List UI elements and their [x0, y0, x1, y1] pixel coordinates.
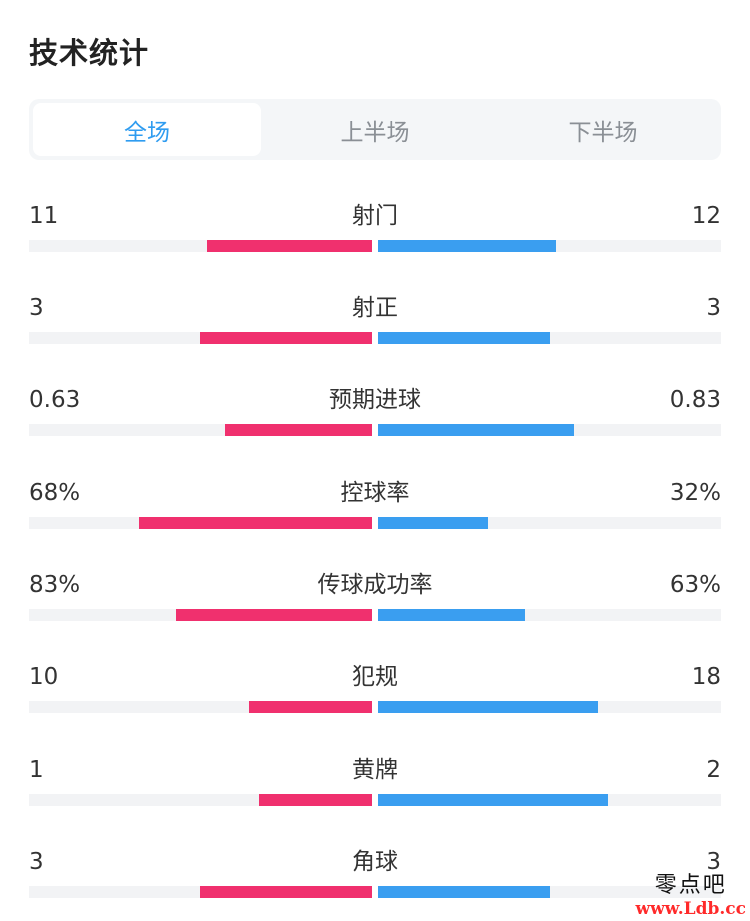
tab-full-match[interactable]: 全场 — [33, 103, 261, 156]
stat-label: 预期进球 — [329, 387, 421, 413]
stat-row: 3 射正 3 — [29, 292, 721, 352]
stat-row: 0.63 预期进球 0.83 — [29, 384, 721, 444]
home-bar — [249, 701, 372, 713]
away-bar-track — [378, 609, 721, 621]
stat-row: 1 黄牌 2 — [29, 754, 721, 814]
home-bar — [200, 886, 372, 898]
home-value: 3 — [29, 849, 44, 875]
home-bar — [200, 332, 372, 344]
stat-row: 83% 传球成功率 63% — [29, 569, 721, 629]
away-value: 3 — [706, 295, 721, 321]
page-title: 技术统计 — [29, 36, 150, 70]
stat-label: 角球 — [352, 849, 398, 875]
away-bar — [378, 701, 598, 713]
home-value: 10 — [29, 664, 59, 690]
watermark-name: 零点吧 — [654, 873, 727, 898]
stat-label: 控球率 — [340, 480, 410, 506]
home-value: 11 — [29, 203, 59, 229]
home-bar — [259, 794, 372, 806]
away-bar — [378, 886, 550, 898]
home-bar-track — [29, 886, 372, 898]
away-value: 32% — [669, 480, 721, 506]
away-bar-track — [378, 886, 721, 898]
away-bar-track — [378, 794, 721, 806]
stat-label: 射门 — [352, 203, 398, 229]
stat-row: 11 射门 12 — [29, 200, 721, 260]
away-bar — [378, 332, 550, 344]
away-value: 0.83 — [669, 387, 721, 413]
home-bar — [225, 424, 372, 436]
away-bar — [378, 240, 556, 252]
stat-row: 10 犯规 18 — [29, 661, 721, 721]
away-value: 2 — [706, 757, 721, 783]
away-bar-track — [378, 701, 721, 713]
stat-label: 射正 — [352, 295, 398, 321]
watermark-url: www.Ldb.cc — [635, 899, 746, 919]
home-bar-track — [29, 701, 372, 713]
home-bar — [207, 240, 372, 252]
away-bar-track — [378, 424, 721, 436]
stat-label: 传球成功率 — [317, 572, 433, 598]
tab-first-half[interactable]: 上半场 — [340, 119, 410, 146]
away-bar — [378, 424, 574, 436]
watermark: 零点吧 www.Ldb.cc — [636, 867, 746, 919]
tab-second-half[interactable]: 下半场 — [568, 119, 638, 146]
home-bar — [139, 517, 372, 529]
away-value: 12 — [691, 203, 721, 229]
away-value: 63% — [669, 572, 721, 598]
away-value: 18 — [691, 664, 721, 690]
away-bar — [378, 517, 488, 529]
home-bar-track — [29, 794, 372, 806]
home-bar — [176, 609, 372, 621]
stat-label: 黄牌 — [352, 757, 398, 783]
home-value: 68% — [29, 480, 81, 506]
home-bar-track — [29, 609, 372, 621]
home-bar-track — [29, 517, 372, 529]
home-value: 0.63 — [29, 387, 81, 413]
away-bar-track — [378, 332, 721, 344]
home-bar-track — [29, 332, 372, 344]
away-bar — [378, 794, 608, 806]
away-bar — [378, 609, 525, 621]
home-bar-track — [29, 240, 372, 252]
home-bar-track — [29, 424, 372, 436]
home-value: 1 — [29, 757, 44, 783]
stat-row: 3 角球 3 — [29, 846, 721, 906]
stat-row: 68% 控球率 32% — [29, 477, 721, 537]
home-value: 83% — [29, 572, 81, 598]
home-value: 3 — [29, 295, 44, 321]
away-value: 3 — [706, 849, 721, 875]
period-tabs: 全场 上半场 下半场 — [29, 99, 721, 160]
stat-label: 犯规 — [352, 664, 398, 690]
away-bar-track — [378, 517, 721, 529]
away-bar-track — [378, 240, 721, 252]
